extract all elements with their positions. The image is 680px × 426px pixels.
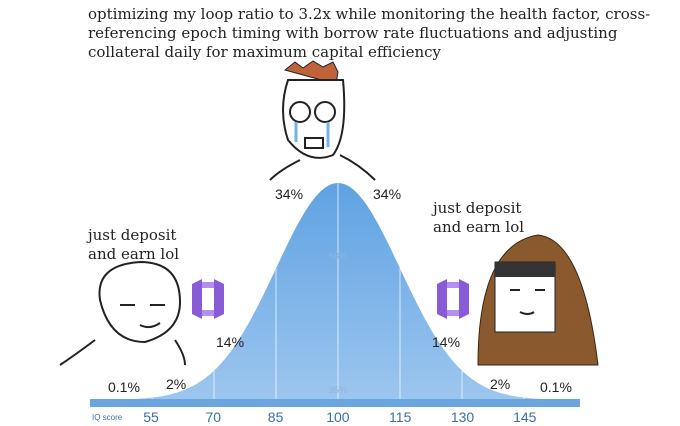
left-face: [59, 260, 186, 366]
logo-right: [437, 279, 469, 319]
percent-label: 2%: [490, 376, 510, 392]
axis-bar: [90, 399, 580, 407]
bell-curve: [90, 183, 580, 400]
sigma-lines: [151, 183, 525, 400]
caption-line: collateral daily for maximum capital eff…: [88, 43, 442, 61]
percent-label: 34%: [373, 186, 401, 202]
axis-tick: 115: [389, 409, 412, 425]
inner-label: 68%: [329, 251, 347, 261]
axis-tick: 130: [451, 409, 475, 425]
percent-label: 34%: [275, 186, 303, 202]
percent-label: 2%: [166, 376, 186, 392]
top-face: [269, 60, 376, 181]
percent-label: 14%: [432, 334, 460, 350]
percent-label: 0.1%: [540, 379, 572, 395]
inner-label: 95%: [329, 385, 347, 395]
right-face: [477, 234, 599, 366]
axis-tick: 100: [326, 409, 350, 425]
left-label: just deposit: [86, 226, 176, 244]
left-label: and earn lol: [88, 245, 179, 263]
logo-left: [192, 279, 224, 319]
percent-label: 0.1%: [108, 379, 140, 395]
caption-line: referencing epoch timing with borrow rat…: [88, 24, 618, 42]
axis-tick: 145: [513, 409, 537, 425]
caption: optimizing my loop ratio to 3.2x while m…: [88, 5, 650, 61]
axis-tick: 55: [143, 409, 159, 425]
percent-label: 14%: [216, 334, 244, 350]
axis-tick: 70: [206, 409, 222, 425]
caption-line: optimizing my loop ratio to 3.2x while m…: [88, 5, 650, 23]
right-label: and earn lol: [433, 218, 524, 236]
axis-tick: 85: [268, 409, 284, 425]
axis-title: IQ score: [92, 413, 123, 422]
right-label: just deposit: [431, 199, 521, 217]
